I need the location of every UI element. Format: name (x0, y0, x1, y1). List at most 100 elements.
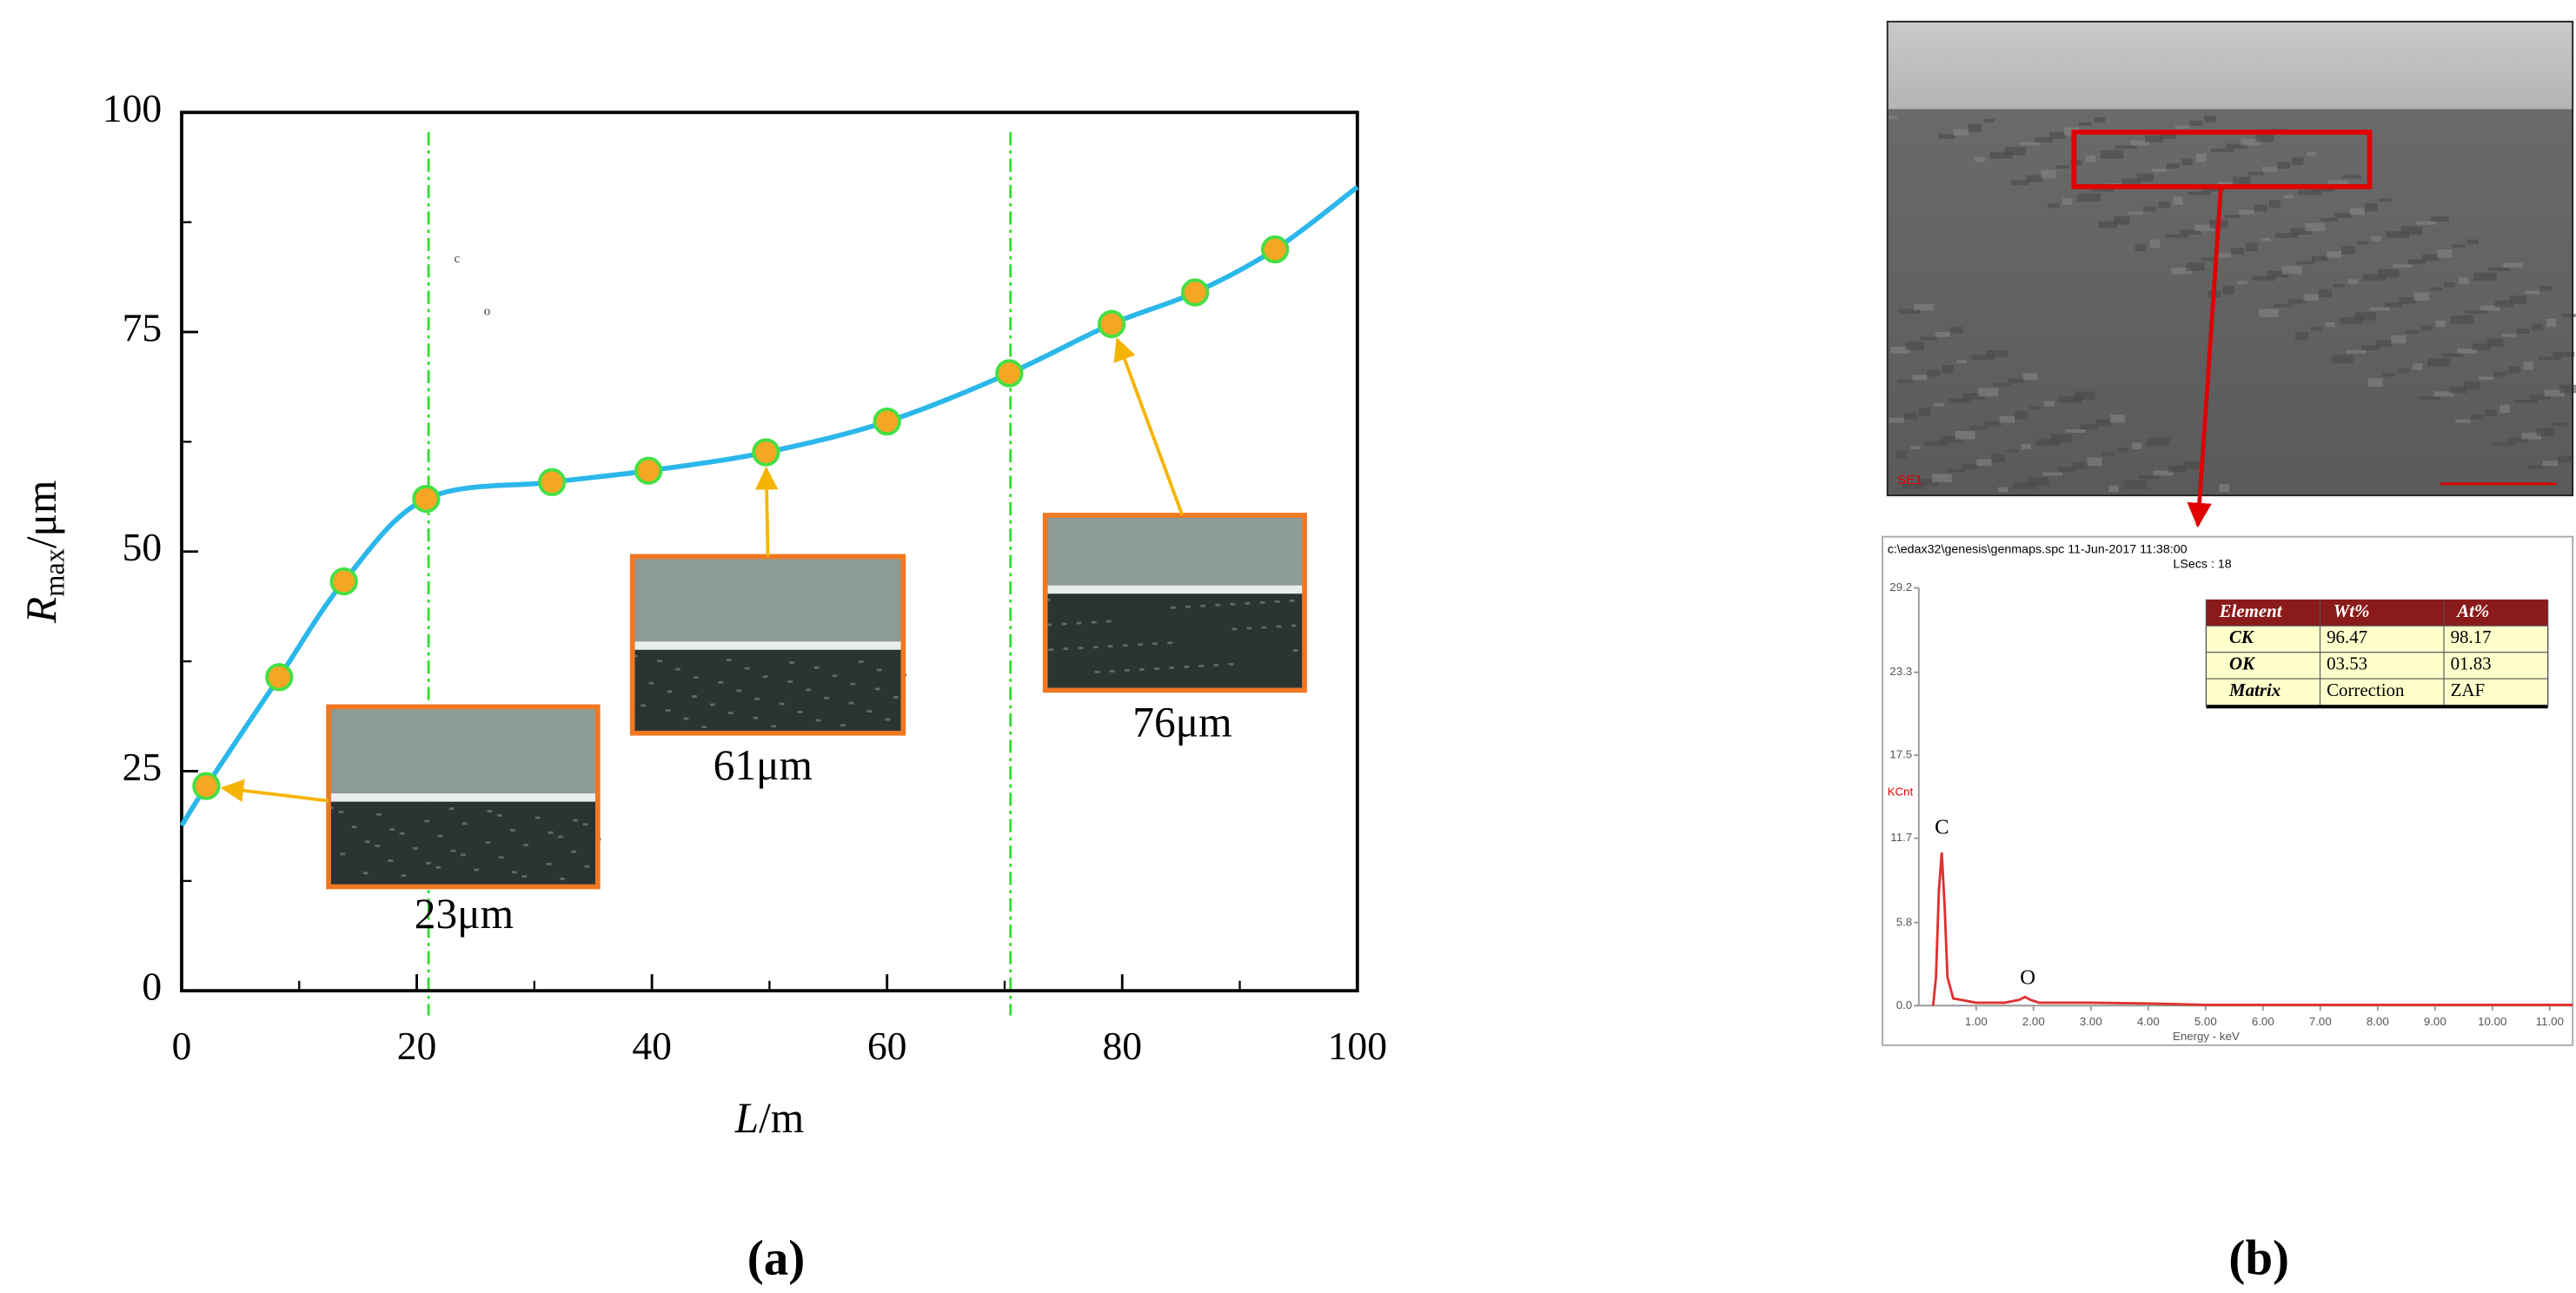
inset-texture (641, 704, 646, 707)
table-row-bg (2205, 652, 2549, 680)
inset-texture (1213, 664, 1219, 666)
sem-texture (2503, 262, 2524, 268)
sem-texture (2493, 371, 2507, 377)
sem-texture (1991, 454, 2005, 463)
sem-texture (2174, 125, 2190, 129)
sem-texture (2101, 452, 2115, 456)
inset-texture (1289, 599, 1295, 602)
table-cell: OK (2229, 653, 2256, 674)
sem-texture (2151, 168, 2167, 172)
inset-texture (675, 667, 681, 671)
sem-texture (2400, 226, 2423, 235)
inset-texture (413, 846, 418, 850)
sem-texture (2173, 196, 2183, 205)
x-tick-label: 40 (632, 1024, 672, 1068)
sem-texture (2081, 424, 2099, 430)
sem-texture (2057, 467, 2076, 473)
sem-body (1887, 109, 2573, 496)
sem-texture (2219, 483, 2229, 493)
inset-texture (859, 660, 864, 663)
sem-texture (2013, 481, 2036, 489)
sem-texture (2420, 325, 2433, 331)
inset-texture (1259, 600, 1265, 604)
inset-texture (893, 696, 899, 699)
sem-texture (2021, 444, 2031, 449)
sem-texture (2048, 132, 2066, 139)
spectrum-y-label: KCnt (1888, 786, 1914, 799)
sem-texture (2196, 153, 2207, 162)
sem-texture (2369, 307, 2390, 311)
sem-texture (2134, 244, 2147, 251)
inset-edge (632, 641, 904, 650)
spectrum-x-label: Energy - keV (2173, 1030, 2240, 1043)
sem-texture (2128, 211, 2144, 216)
sem-texture (2153, 470, 2174, 476)
sem-texture (2295, 332, 2309, 341)
inset-texture (571, 850, 577, 853)
inset-texture (665, 709, 671, 713)
sem-texture (2412, 363, 2423, 370)
inset-texture (1048, 648, 1054, 652)
inset-texture (1094, 670, 1100, 673)
spectrum-x-tick-label: 3.00 (2080, 1015, 2102, 1028)
sem-texture (2391, 335, 2407, 344)
spectrum-x-tick-label: 1.00 (1965, 1015, 1988, 1028)
sem-texture (1935, 332, 1950, 337)
sem-texture (2145, 135, 2163, 143)
table-cell: 98.17 (2451, 627, 2492, 647)
inset-texture (388, 859, 394, 862)
sem-texture (2298, 189, 2322, 196)
inset-texture (667, 690, 673, 693)
sem-texture (2457, 348, 2477, 354)
table-cell: 03.53 (2327, 653, 2367, 674)
sem-texture (2034, 136, 2053, 143)
x-tick-label: 0 (172, 1024, 192, 1068)
sem-texture (2029, 406, 2042, 410)
inset-edge (1045, 585, 1305, 594)
sem-texture (2485, 409, 2497, 416)
inset-texture (754, 697, 760, 700)
annotation: 23μm (415, 890, 514, 938)
inset-texture (1215, 603, 1221, 607)
x-tick-label: 60 (867, 1024, 907, 1068)
sem-texture (2379, 198, 2392, 202)
sem-texture (2333, 283, 2345, 288)
sem-texture (2361, 345, 2380, 350)
sem-texture (1999, 415, 2015, 423)
sem-texture (2055, 165, 2069, 169)
inset-texture (657, 660, 662, 663)
sem-texture (2259, 308, 2279, 317)
sem-texture (2521, 432, 2542, 440)
sem-texture (1962, 464, 1979, 469)
inset-texture (375, 845, 380, 847)
sem-texture (2367, 378, 2383, 387)
inset-texture (1232, 627, 1238, 631)
inset-texture (1063, 647, 1069, 651)
sem-texture (2296, 261, 2315, 265)
sem-texture (2450, 315, 2474, 324)
sem-texture (2378, 269, 2400, 278)
inset-texture (885, 718, 891, 721)
inset-texture (692, 695, 697, 698)
inset-texture (1292, 649, 1298, 653)
peak-label: C (1935, 816, 1949, 839)
sem-texture (2384, 302, 2403, 308)
inset-texture (762, 675, 768, 679)
sem-texture (2465, 310, 2487, 315)
sem-texture (2347, 279, 2359, 284)
inset-texture (727, 659, 732, 662)
inset-texture (1078, 646, 1084, 650)
inset-edge (329, 793, 598, 802)
sem-texture (2376, 340, 2393, 348)
table-cell: 01.83 (2451, 653, 2492, 674)
x-tick-label: 80 (1102, 1024, 1142, 1068)
sem-texture (2149, 239, 2161, 249)
inset-texture (450, 849, 456, 852)
sem-texture (2252, 275, 2276, 282)
y-axis-label: Rmax/μm (18, 481, 70, 624)
sem-texture (2110, 414, 2126, 423)
inset-texture (462, 822, 468, 826)
inset-texture (1076, 621, 1082, 625)
spectrum-subheader: LSecs : 18 (2173, 558, 2231, 572)
